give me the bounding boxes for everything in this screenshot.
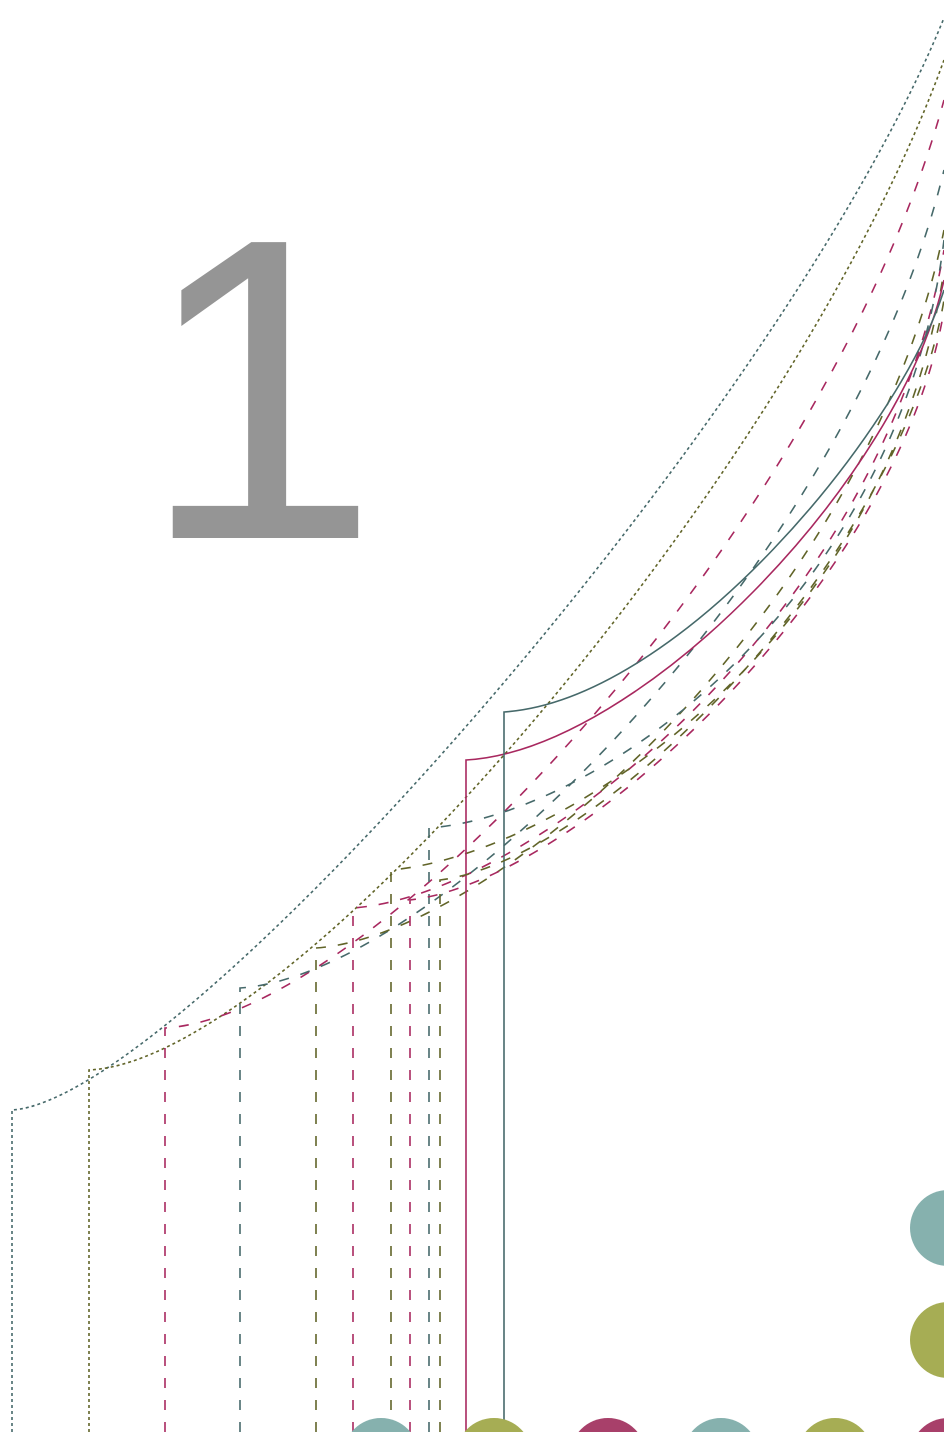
pattern-line (11, 17, 944, 1432)
pattern-line (465, 279, 944, 1432)
pattern-dots (351, 1190, 944, 1432)
pattern-dot (464, 1418, 524, 1432)
pattern-dot (578, 1418, 638, 1432)
pattern-lines (11, 17, 944, 1432)
pattern-dot (351, 1418, 411, 1432)
pattern-dot (910, 1302, 944, 1378)
pattern-dot (918, 1418, 944, 1432)
pattern-dot (910, 1190, 944, 1266)
pattern-line (439, 299, 944, 1432)
pattern-line (239, 169, 944, 1432)
pattern-line (503, 289, 944, 1432)
pattern-line (409, 309, 944, 1432)
pattern-line (352, 249, 944, 1432)
pattern-dot (805, 1418, 865, 1432)
pattern-line (428, 239, 944, 1432)
step-number: 1 (140, 150, 380, 630)
pattern-dot (691, 1418, 751, 1432)
